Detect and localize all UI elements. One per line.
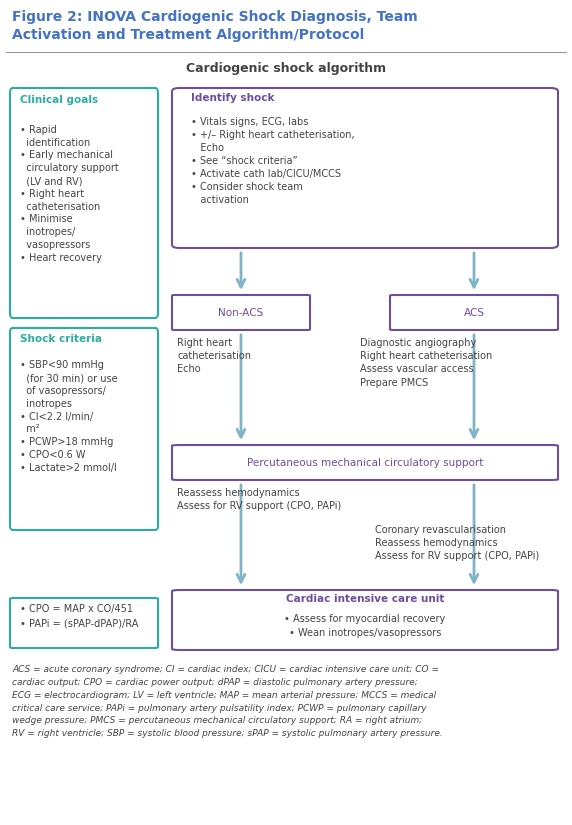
Text: Shock criteria: Shock criteria: [21, 334, 102, 344]
Text: Cardiogenic shock algorithm: Cardiogenic shock algorithm: [186, 62, 386, 75]
FancyBboxPatch shape: [10, 88, 158, 318]
Text: Non-ACS: Non-ACS: [219, 308, 264, 318]
Text: ACS = acute coronary syndrome; CI = cardiac index; CICU = cardiac intensive care: ACS = acute coronary syndrome; CI = card…: [12, 665, 443, 738]
Text: • CPO = MAP x CO/451
• PAPi = (sPAP-dPAP)/RA: • CPO = MAP x CO/451 • PAPi = (sPAP-dPAP…: [21, 604, 139, 628]
Text: Right heart
catheterisation
Echo: Right heart catheterisation Echo: [177, 338, 251, 375]
Text: Cardiac intensive care unit: Cardiac intensive care unit: [286, 594, 444, 604]
Text: Diagnostic angiography
Right heart catheterisation
Assess vascular access
Prepar: Diagnostic angiography Right heart cathe…: [360, 338, 492, 388]
Text: ACS: ACS: [463, 308, 484, 318]
Text: Figure 2: INOVA Cardiogenic Shock Diagnosis, Team: Figure 2: INOVA Cardiogenic Shock Diagno…: [12, 10, 418, 24]
FancyBboxPatch shape: [172, 88, 558, 248]
FancyBboxPatch shape: [172, 590, 558, 650]
Text: Identify shock: Identify shock: [191, 92, 275, 103]
Text: Reassess hemodynamics
Assess for RV support (CPO, PAPi): Reassess hemodynamics Assess for RV supp…: [177, 488, 341, 512]
Text: Clinical goals: Clinical goals: [21, 95, 98, 105]
FancyBboxPatch shape: [390, 295, 558, 330]
Text: • Rapid
  identification
• Early mechanical
  circulatory support
  (LV and RV)
: • Rapid identification • Early mechanica…: [21, 125, 119, 263]
Text: Percutaneous mechanical circulatory support: Percutaneous mechanical circulatory supp…: [247, 458, 483, 468]
Text: • Vitals signs, ECG, labs
• +/– Right heart catheterisation,
   Echo
• See “shoc: • Vitals signs, ECG, labs • +/– Right he…: [191, 117, 355, 205]
FancyBboxPatch shape: [10, 328, 158, 530]
FancyBboxPatch shape: [10, 598, 158, 648]
FancyBboxPatch shape: [172, 445, 558, 480]
Text: • SBP<90 mmHg
  (for 30 min) or use
  of vasopressors/
  inotropes
• CI<2.2 l/mi: • SBP<90 mmHg (for 30 min) or use of vas…: [21, 361, 118, 473]
Text: Coronary revascularisation
Reassess hemodynamics
Assess for RV support (CPO, PAP: Coronary revascularisation Reassess hemo…: [375, 525, 539, 561]
Text: Activation and Treatment Algorithm/Protocol: Activation and Treatment Algorithm/Proto…: [12, 28, 364, 42]
Text: • Assess for myocardial recovery
• Wean inotropes/vasopressors: • Assess for myocardial recovery • Wean …: [284, 614, 446, 638]
FancyBboxPatch shape: [172, 295, 310, 330]
